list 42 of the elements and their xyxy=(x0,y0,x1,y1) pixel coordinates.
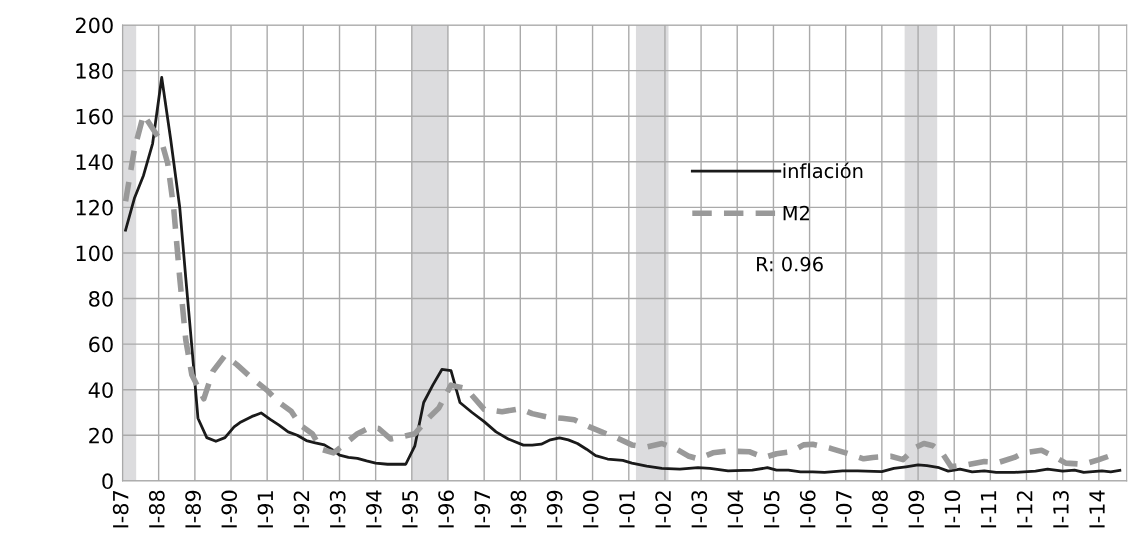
annotation: R: 0.96 xyxy=(757,256,823,272)
y-tick-label: 160 xyxy=(76,108,113,125)
y-tick-label: 120 xyxy=(76,199,113,216)
x-tick-label: I-00 xyxy=(582,490,599,528)
x-tick-label: I-94 xyxy=(365,490,382,528)
x-tick-label: I-11 xyxy=(980,491,997,528)
x-tick-label: I-07 xyxy=(836,491,852,528)
x-tick-label: I-04 xyxy=(727,490,744,528)
x-tick-label: I-12 xyxy=(1016,491,1033,528)
y-tick-label: 180 xyxy=(76,63,113,79)
x-tick-label: I-10 xyxy=(944,490,961,528)
legend-label: inflación xyxy=(783,162,863,179)
legend-label: M2 xyxy=(783,205,809,221)
x-tick-label: I-89 xyxy=(185,490,201,528)
y-tick-label: 60 xyxy=(89,336,113,353)
y-tick-label: 0 xyxy=(102,473,113,490)
x-tick-label: I-99 xyxy=(546,490,563,528)
y-tick-label: 80 xyxy=(89,291,113,307)
x-tick-label: I-02 xyxy=(655,491,671,528)
y-tick-label: 20 xyxy=(89,427,113,444)
x-tick-label: I-91 xyxy=(257,491,274,528)
x-tick-label: I-96 xyxy=(438,490,454,528)
x-tick-label: I-95 xyxy=(402,491,418,528)
x-tick-label: I-97 xyxy=(474,491,491,528)
x-tick-label: I-92 xyxy=(293,491,310,528)
x-tick-label: I-03 xyxy=(691,490,708,528)
x-tick-label: I-05 xyxy=(763,491,780,528)
y-tick-label: 100 xyxy=(76,245,113,262)
x-tick-label: I-14 xyxy=(1089,490,1105,528)
x-tick-label: I-98 xyxy=(510,490,527,528)
y-tick-label: 40 xyxy=(88,382,113,398)
x-tick-label: I-08 xyxy=(872,490,888,528)
x-tick-label: I-09 xyxy=(908,490,925,528)
y-tick-label: 200 xyxy=(75,17,113,34)
x-tick-label: I-93 xyxy=(329,490,346,528)
x-tick-label: I-87 xyxy=(112,491,129,528)
x-tick-label: I-13 xyxy=(1053,490,1069,528)
x-tick-label: I-01 xyxy=(619,491,635,528)
x-tick-label: I-06 xyxy=(799,490,816,528)
y-tick-label: 140 xyxy=(76,154,113,170)
x-tick-label: I-90 xyxy=(221,490,238,528)
x-tick-label: I-88 xyxy=(148,490,165,528)
